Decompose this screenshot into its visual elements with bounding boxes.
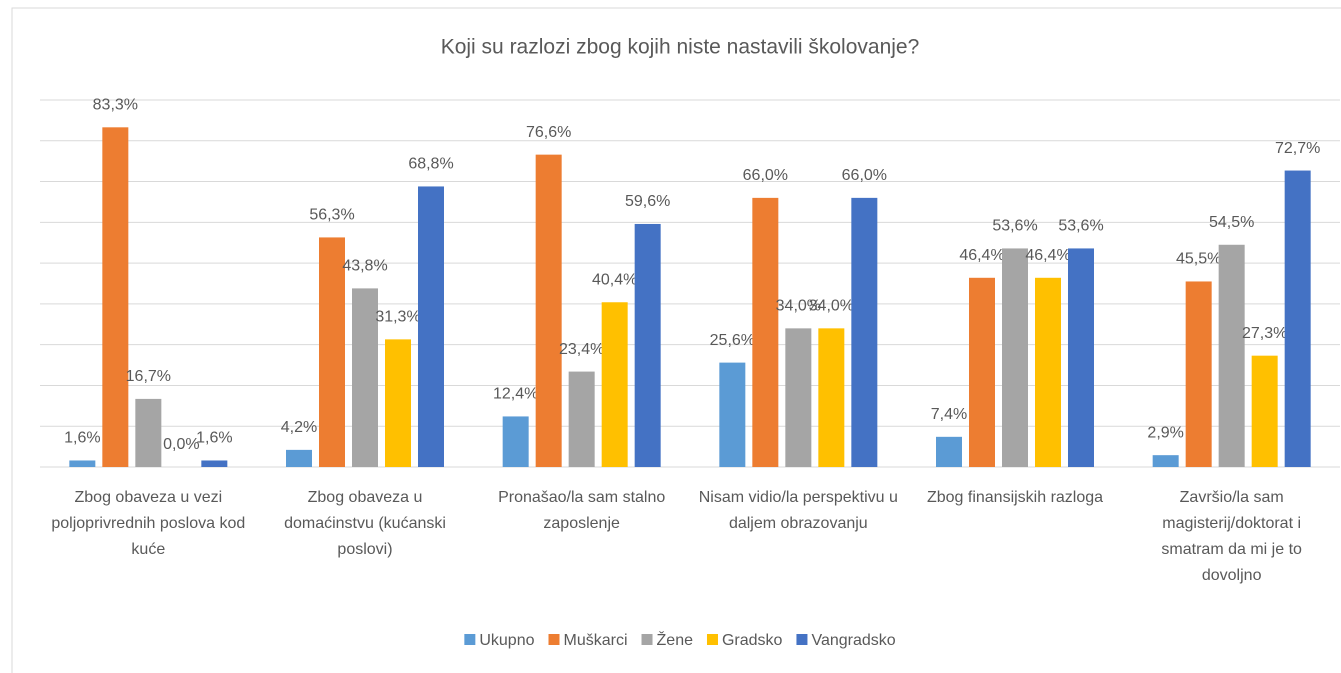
data-label: 0,0% <box>163 436 199 453</box>
data-label: 76,6% <box>526 124 571 141</box>
data-label: 83,3% <box>93 97 138 114</box>
bar <box>201 460 228 467</box>
data-label: 72,7% <box>1275 140 1320 157</box>
bar <box>568 371 595 467</box>
bar <box>319 237 345 467</box>
data-label: 23,4% <box>559 341 604 358</box>
bar <box>818 328 845 467</box>
bar <box>1152 455 1179 467</box>
data-label: 40,4% <box>592 271 637 288</box>
legend-label: Ukupno <box>479 632 534 649</box>
bar <box>1035 277 1061 467</box>
data-label: 53,6% <box>992 218 1037 235</box>
legend-swatch <box>464 634 476 645</box>
bar <box>102 127 129 468</box>
data-label: 66,0% <box>743 167 788 184</box>
bar <box>286 449 312 467</box>
data-label: 68,8% <box>408 156 453 173</box>
x-tick-label: Nisam vidio/la perspektivu u daljem obraz… <box>699 489 898 532</box>
data-label: 1,6% <box>196 430 232 447</box>
legend: Ukupno Muškarci Žene Gradsko Vangradsko <box>464 630 896 649</box>
data-label: 34,0% <box>809 298 854 315</box>
legend-label: Gradsko <box>722 632 783 649</box>
bar <box>936 436 962 467</box>
bar <box>535 154 562 468</box>
data-label: 56,3% <box>309 207 354 224</box>
data-label: 54,5% <box>1209 214 1254 231</box>
legend-swatch <box>641 634 653 645</box>
bar <box>352 288 378 467</box>
bar <box>1251 355 1278 467</box>
bar <box>502 416 529 467</box>
bar <box>785 328 812 467</box>
bar <box>719 362 746 467</box>
data-label: 2,9% <box>1147 424 1183 441</box>
bar <box>601 302 628 467</box>
bar <box>69 460 96 467</box>
data-label: 31,3% <box>375 309 420 326</box>
x-tick-label: Zbog obaveza u vezi poljoprivrednih poslo… <box>51 489 245 558</box>
bar <box>135 398 162 467</box>
legend-label: Muškarci <box>564 632 628 649</box>
data-label: 53,6% <box>1058 218 1103 235</box>
bar <box>1002 248 1028 467</box>
data-label: 4,2% <box>281 419 317 436</box>
data-label: 45,5% <box>1176 251 1221 268</box>
data-label: 25,6% <box>710 332 755 349</box>
bar <box>1284 170 1311 467</box>
data-label: 43,8% <box>342 258 387 275</box>
chart-border <box>11 7 1341 673</box>
bar <box>1218 244 1245 467</box>
chart-title: Koji su razlozi zbog kojih niste nastavi… <box>441 36 920 59</box>
legend-swatch <box>796 634 808 645</box>
legend-label: Vangradsko <box>811 632 895 649</box>
data-label: 7,4% <box>931 406 967 423</box>
bar <box>1068 248 1094 467</box>
legend-swatch <box>706 634 718 645</box>
x-tick-label: Zbog finansijskih razloga <box>927 489 1103 506</box>
bar <box>1185 281 1212 467</box>
bar <box>418 186 444 467</box>
bar <box>634 223 661 467</box>
data-label: 16,7% <box>126 368 171 385</box>
legend-swatch <box>548 634 560 645</box>
legend-label: Žene <box>657 630 694 649</box>
bar <box>385 339 411 467</box>
data-label: 12,4% <box>493 386 538 403</box>
bar <box>752 197 779 467</box>
data-label: 46,4% <box>959 247 1004 264</box>
data-label: 59,6% <box>625 193 670 210</box>
data-label: 34,0% <box>776 298 821 315</box>
data-label: 27,3% <box>1242 325 1287 342</box>
bar <box>969 277 995 467</box>
data-label: 66,0% <box>842 167 887 184</box>
bar <box>851 197 878 467</box>
data-label: 1,6% <box>64 430 100 447</box>
x-tick-label: Završio/la sam magisterij/doktorat i smatr… <box>1161 489 1302 584</box>
data-label: 46,4% <box>1025 247 1070 264</box>
x-tick-label: Zbog obaveza u domaćinstvu (kućanski poslo… <box>284 489 446 558</box>
x-tick-label: Pronašao/la sam stalno zaposlenje <box>498 489 665 532</box>
